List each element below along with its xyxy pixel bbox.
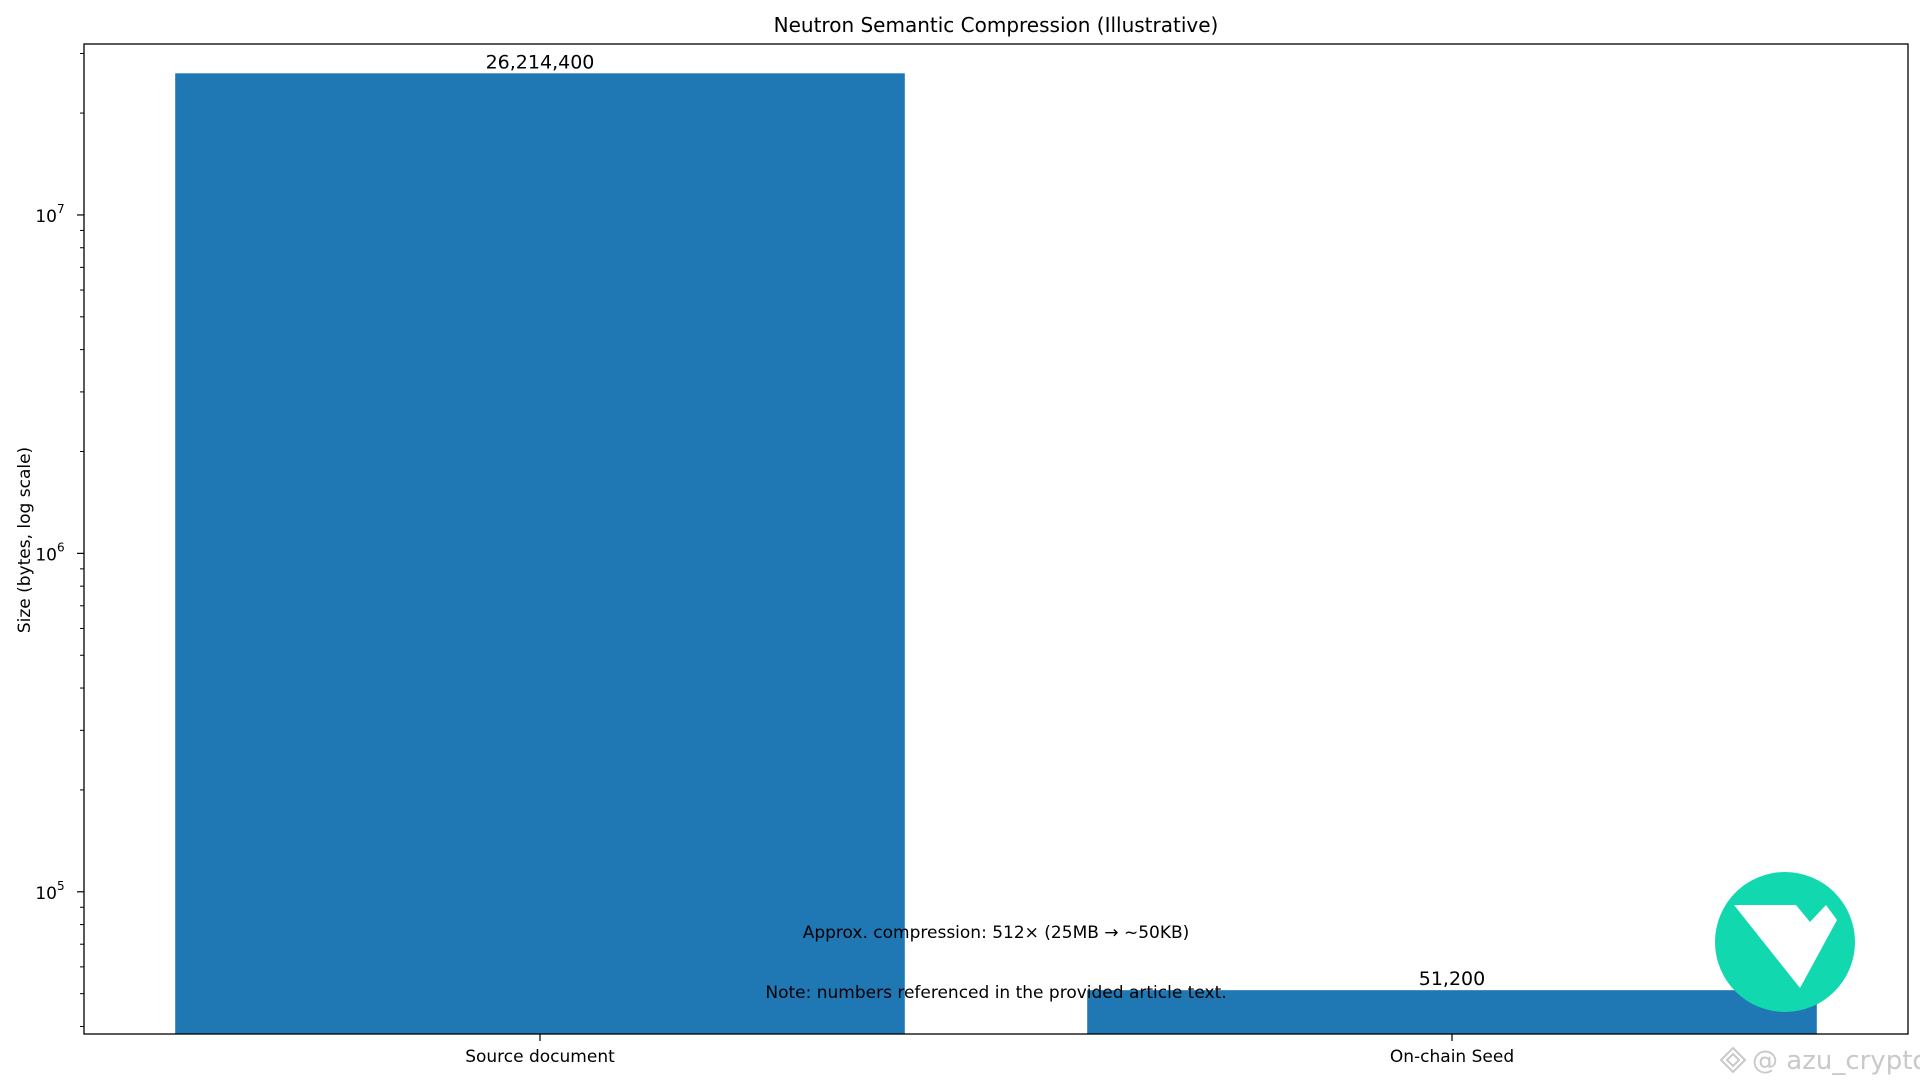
bar-2 xyxy=(1087,990,1817,1034)
y-tick-label-2: 106 xyxy=(35,540,64,565)
watermark-text: @ azu_crypto1 xyxy=(1752,1046,1920,1076)
chart-title: Neutron Semantic Compression (Illustrati… xyxy=(774,13,1219,37)
compression-annotation: Approx. compression: 512× (25MB → ~50KB) xyxy=(803,923,1190,943)
bars xyxy=(175,73,1817,1035)
x-tick-label-2: On-chain Seed xyxy=(1390,1047,1514,1067)
x-ticks: Source document On-chain Seed xyxy=(465,1034,1514,1067)
data-labels: 26,214,400 51,200 xyxy=(486,51,1486,990)
note-annotation: Note: numbers referenced in the provided… xyxy=(765,983,1226,1003)
y-ticks: 105 106 107 xyxy=(35,52,84,1027)
y-tick-label-1: 105 xyxy=(35,879,64,904)
watermark: @ azu_crypto1 xyxy=(1719,1046,1920,1076)
plot-frame xyxy=(83,43,1909,1035)
v-logo-icon xyxy=(1734,905,1837,988)
x-tick-label-1: Source document xyxy=(465,1047,615,1067)
binance-square-icon xyxy=(1719,1046,1747,1074)
data-label-1: 26,214,400 xyxy=(486,51,595,73)
bar-1 xyxy=(175,73,905,1035)
watermark-logo xyxy=(1715,872,1855,1012)
y-tick-label-3: 107 xyxy=(35,202,64,227)
y-axis-label: Size (bytes, log scale) xyxy=(15,447,35,633)
data-label-2: 51,200 xyxy=(1419,968,1485,990)
